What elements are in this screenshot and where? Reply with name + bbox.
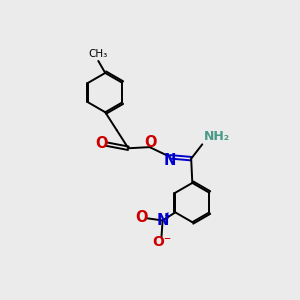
Text: O⁻: O⁻ — [152, 235, 171, 249]
Text: O: O — [95, 136, 108, 151]
Text: N: N — [156, 213, 169, 228]
Text: O: O — [135, 210, 148, 225]
Text: H: H — [213, 130, 223, 143]
Text: CH₃: CH₃ — [89, 49, 108, 59]
Text: +: + — [163, 211, 171, 221]
Text: NH₂: NH₂ — [203, 130, 230, 143]
Text: O: O — [145, 135, 157, 150]
Text: N: N — [164, 152, 176, 167]
